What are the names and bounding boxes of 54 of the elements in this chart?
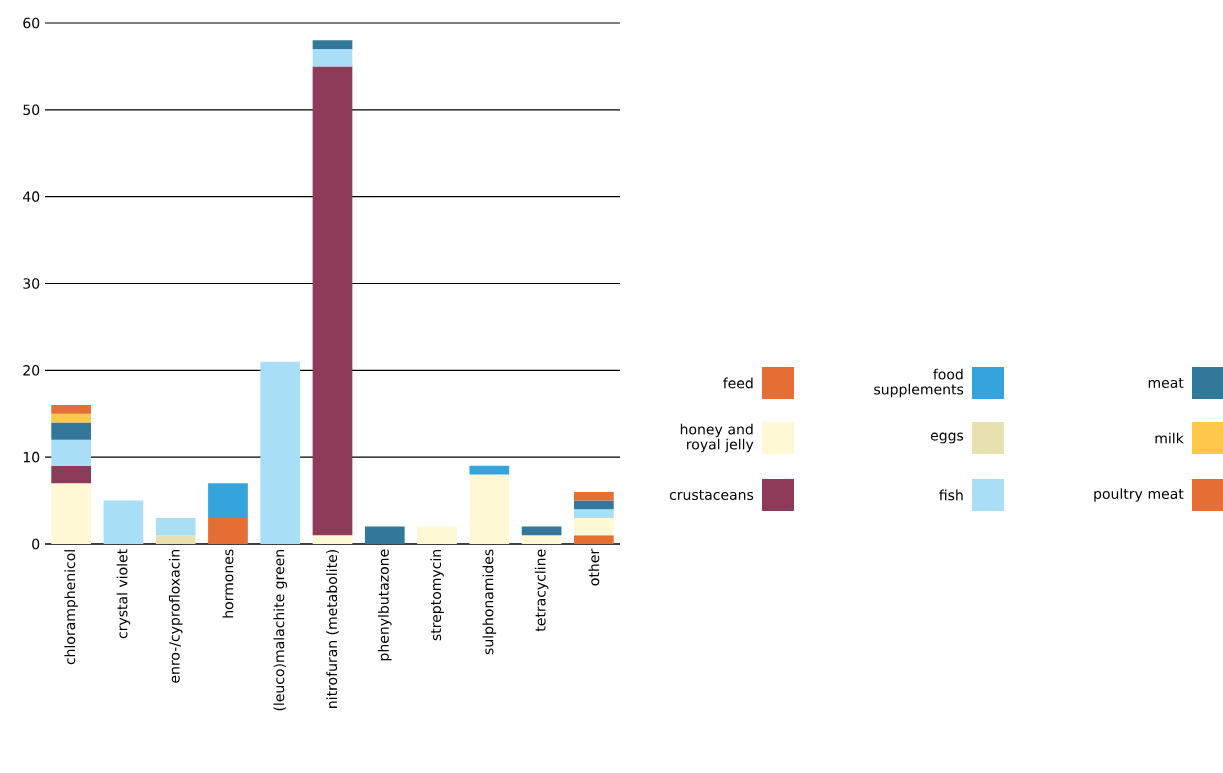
x-tick-label: nitrofuran (metabolite) [326, 550, 339, 708]
bar [312, 49, 353, 67]
y-tick-label: 20 [23, 365, 40, 376]
bar [103, 500, 144, 544]
x-tick-label: sulphonamides [482, 549, 497, 655]
bar [51, 405, 92, 414]
y-tick-label: 0 [32, 538, 40, 550]
bar [469, 474, 510, 544]
legend-label: milk [1155, 432, 1184, 444]
x-tick-label: (leuco)malachite green [273, 550, 288, 711]
bar [208, 517, 248, 544]
bar [51, 483, 92, 544]
y-tick-label: 40 [23, 191, 40, 202]
bar [574, 535, 614, 544]
bar [469, 465, 510, 475]
legend-label: meat [1148, 377, 1184, 389]
bar [51, 439, 92, 466]
bar [417, 526, 457, 544]
bar [51, 422, 92, 440]
bar [521, 535, 562, 544]
y-tick-label: 10 [23, 451, 40, 463]
bar [260, 361, 301, 544]
legend-label: fish [939, 489, 963, 501]
legend-label: crustaceans [669, 489, 754, 501]
legend-label: eggs [930, 432, 964, 444]
x-tick-label: chloramphenicol [64, 550, 78, 665]
bar [521, 526, 562, 536]
y-tick-label: 60 [23, 17, 40, 29]
bar [574, 517, 614, 536]
x-tick-label: streptomycin [430, 550, 444, 641]
legend-label: poultry meat [1094, 488, 1184, 502]
legend-label: feed [723, 377, 753, 389]
bar [208, 483, 248, 518]
bar [574, 509, 614, 518]
bar [574, 491, 614, 501]
bar [155, 517, 196, 536]
bar [312, 66, 353, 536]
bar [51, 465, 92, 484]
bar [312, 40, 353, 50]
bar [574, 500, 614, 510]
y-tick-label: 50 [23, 104, 40, 116]
x-tick-label: hormones [222, 549, 234, 618]
legend-label: honey and royal jelly [680, 423, 754, 453]
x-tick-label: crystal violet [116, 549, 131, 639]
bar [51, 413, 92, 423]
bar [364, 526, 405, 544]
bar [312, 535, 353, 544]
x-tick-label: phenylbutazone [378, 549, 392, 661]
x-tick-label: other [588, 548, 600, 586]
y-tick-label: 30 [23, 278, 40, 289]
x-tick-label: enro-/cyprofloxacin [168, 550, 183, 683]
bar [155, 535, 196, 544]
x-tick-label: tetracycline [534, 549, 549, 632]
legend-label: food supplements [874, 368, 964, 398]
